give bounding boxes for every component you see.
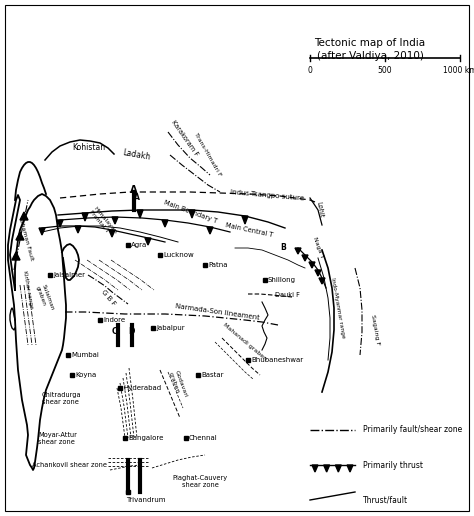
Text: Moyar-Attur
shear zone: Moyar-Attur shear zone	[38, 431, 77, 444]
Polygon shape	[109, 230, 115, 237]
Polygon shape	[137, 210, 143, 218]
Polygon shape	[347, 465, 353, 472]
Text: Tectonic map of India
(after Valdiya, 2010): Tectonic map of India (after Valdiya, 20…	[314, 38, 426, 61]
Polygon shape	[295, 248, 301, 254]
Text: Indo-Myanmar range: Indo-Myanmar range	[330, 277, 346, 339]
Text: Godavari
graben: Godavari graben	[168, 369, 188, 400]
Polygon shape	[39, 228, 45, 235]
Text: Jabalpur: Jabalpur	[156, 325, 185, 331]
Text: Bastar: Bastar	[201, 372, 224, 378]
Text: Narmada-Son lineament: Narmada-Son lineament	[175, 303, 260, 321]
Text: A: A	[130, 185, 138, 195]
Text: Patna: Patna	[208, 262, 228, 268]
Text: Achankovil shear zone: Achankovil shear zone	[32, 462, 107, 468]
Text: D: D	[128, 328, 134, 336]
Text: 500: 500	[378, 66, 392, 75]
Polygon shape	[16, 232, 24, 240]
Polygon shape	[57, 220, 63, 227]
Text: Shillong: Shillong	[268, 277, 296, 283]
Text: Main Boundary T: Main Boundary T	[163, 200, 218, 224]
Text: Chitradurga
shear zone: Chitradurga shear zone	[42, 392, 82, 405]
Polygon shape	[319, 278, 325, 284]
Text: B: B	[280, 244, 286, 252]
Text: Indore: Indore	[103, 317, 125, 323]
Polygon shape	[324, 465, 329, 472]
Polygon shape	[242, 216, 248, 224]
Text: Plaghat-Cauvery
shear zone: Plaghat-Cauvery shear zone	[173, 475, 228, 488]
Text: Primarily fault/shear zone: Primarily fault/shear zone	[363, 426, 462, 434]
Text: Trans-Himadri F: Trans-Himadri F	[193, 132, 222, 178]
Text: Lohit: Lohit	[315, 201, 324, 219]
Text: Ladakh: Ladakh	[122, 148, 151, 162]
Polygon shape	[112, 217, 118, 224]
Polygon shape	[20, 212, 28, 220]
Text: Bangalore: Bangalore	[128, 435, 164, 441]
Text: Lucknow: Lucknow	[163, 252, 194, 258]
Text: Kohistan: Kohistan	[72, 143, 105, 153]
Text: Hyderabad: Hyderabad	[123, 385, 161, 391]
Text: G B F: G B F	[100, 289, 117, 307]
Polygon shape	[12, 252, 20, 260]
Text: Dauki F: Dauki F	[275, 292, 300, 298]
Polygon shape	[145, 238, 151, 245]
Text: Koyna: Koyna	[75, 372, 96, 378]
Polygon shape	[315, 270, 321, 276]
Polygon shape	[75, 226, 81, 233]
Text: Trivandrum: Trivandrum	[126, 497, 165, 503]
Polygon shape	[309, 262, 315, 268]
Text: Chaman Fault: Chaman Fault	[18, 218, 34, 262]
Polygon shape	[302, 255, 308, 261]
Text: Sulaiman
graben: Sulaiman graben	[35, 283, 55, 313]
Text: Main Central T: Main Central T	[225, 222, 274, 238]
Text: C: C	[112, 328, 118, 336]
Text: Agra: Agra	[131, 242, 147, 248]
Text: Indus-Tsangpo suture: Indus-Tsangpo suture	[230, 189, 304, 201]
Text: 1000 km: 1000 km	[443, 66, 474, 75]
Text: Primarily thrust: Primarily thrust	[363, 460, 423, 470]
Text: Naga T: Naga T	[312, 237, 324, 260]
Text: 0: 0	[308, 66, 312, 75]
Text: Mumbai: Mumbai	[71, 352, 99, 358]
Polygon shape	[82, 213, 88, 221]
Text: Bhubaneshwar: Bhubaneshwar	[251, 357, 303, 363]
Text: Thrust/fault: Thrust/fault	[363, 495, 408, 505]
Text: Kirthar range: Kirthar range	[22, 270, 34, 310]
Text: Chennal: Chennal	[189, 435, 218, 441]
Text: Karakoram F: Karakoram F	[170, 119, 199, 157]
Polygon shape	[162, 220, 168, 227]
Text: Mahanadi graben: Mahanadi graben	[222, 322, 267, 362]
Text: A: A	[134, 194, 140, 202]
Text: Himalayan
Frontal T: Himalayan Frontal T	[88, 205, 118, 238]
Polygon shape	[335, 465, 341, 472]
Text: Sagaing F: Sagaing F	[370, 314, 380, 346]
Polygon shape	[312, 465, 318, 472]
Text: Jaisalmer: Jaisalmer	[53, 272, 85, 278]
Polygon shape	[207, 227, 213, 234]
Polygon shape	[189, 210, 195, 218]
